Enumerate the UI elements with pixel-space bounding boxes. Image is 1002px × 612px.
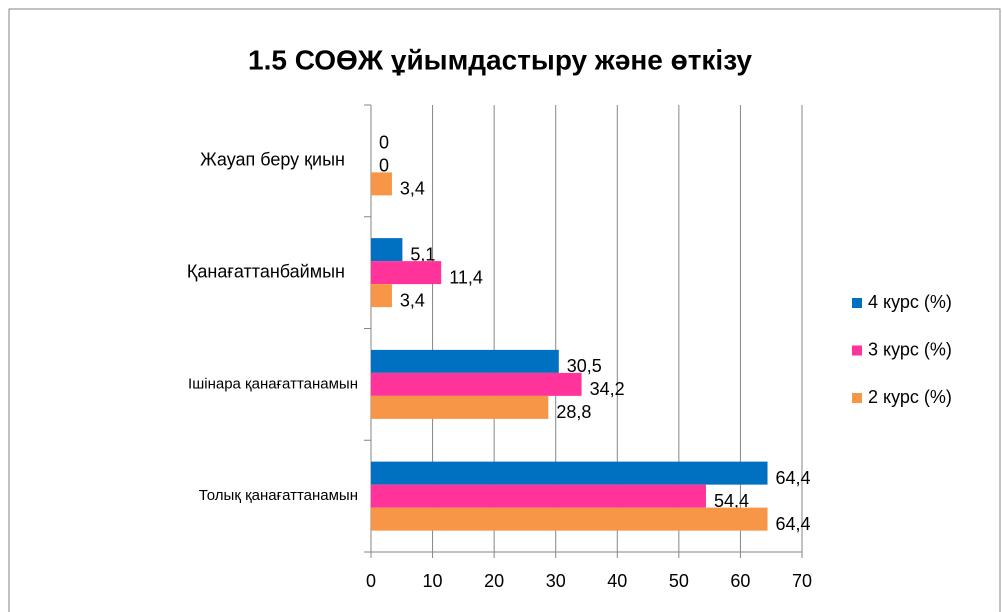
- bar: [371, 284, 392, 308]
- legend-label: 2 курс (%): [868, 387, 952, 407]
- data-label: 64,4: [776, 468, 811, 488]
- bar: [371, 461, 768, 485]
- data-label: 3,4: [400, 290, 425, 310]
- y-tick-label: Толық қанағаттанамын: [199, 487, 358, 504]
- x-tick-label: 10: [423, 571, 443, 591]
- data-label: 0: [379, 156, 389, 176]
- legend-label: 3 курс (%): [868, 339, 952, 359]
- y-tick-label: Ішінара қанағаттанамын: [188, 375, 358, 392]
- legend-swatch: [852, 298, 862, 308]
- x-tick-label: 50: [669, 571, 689, 591]
- legend-label: 4 курс (%): [868, 292, 952, 312]
- y-tick-label: Жауап беру қиын: [200, 150, 345, 170]
- x-tick-label: 60: [730, 571, 750, 591]
- data-label: 5,1: [410, 244, 435, 264]
- y-tick-label: Қанағаттанбаймын: [187, 261, 345, 281]
- data-label: 3,4: [400, 179, 425, 199]
- x-tick-label: 20: [484, 571, 504, 591]
- data-label: 34,2: [590, 379, 625, 399]
- data-label: 28,8: [556, 402, 591, 422]
- bar: [371, 238, 403, 262]
- bar: [371, 349, 559, 373]
- bar: [371, 261, 442, 285]
- bar: [371, 372, 582, 396]
- legend-swatch: [852, 345, 862, 356]
- bar: [371, 507, 768, 531]
- x-tick-label: 30: [546, 571, 566, 591]
- data-label: 64,4: [776, 514, 811, 534]
- x-tick-label: 40: [607, 571, 627, 591]
- bar: [371, 172, 392, 196]
- data-label: 30,5: [567, 356, 602, 376]
- data-label: 54,4: [714, 491, 749, 511]
- chart-title: 1.5 СОӨЖ ұйымдастыру және өткізу: [248, 44, 752, 75]
- legend-swatch: [852, 393, 862, 403]
- bar: [371, 484, 706, 508]
- data-label: 11,4: [449, 267, 483, 287]
- data-label: 0: [379, 133, 389, 153]
- bar: [371, 395, 549, 419]
- x-tick-label: 70: [792, 571, 812, 591]
- x-tick-label: 0: [366, 571, 376, 591]
